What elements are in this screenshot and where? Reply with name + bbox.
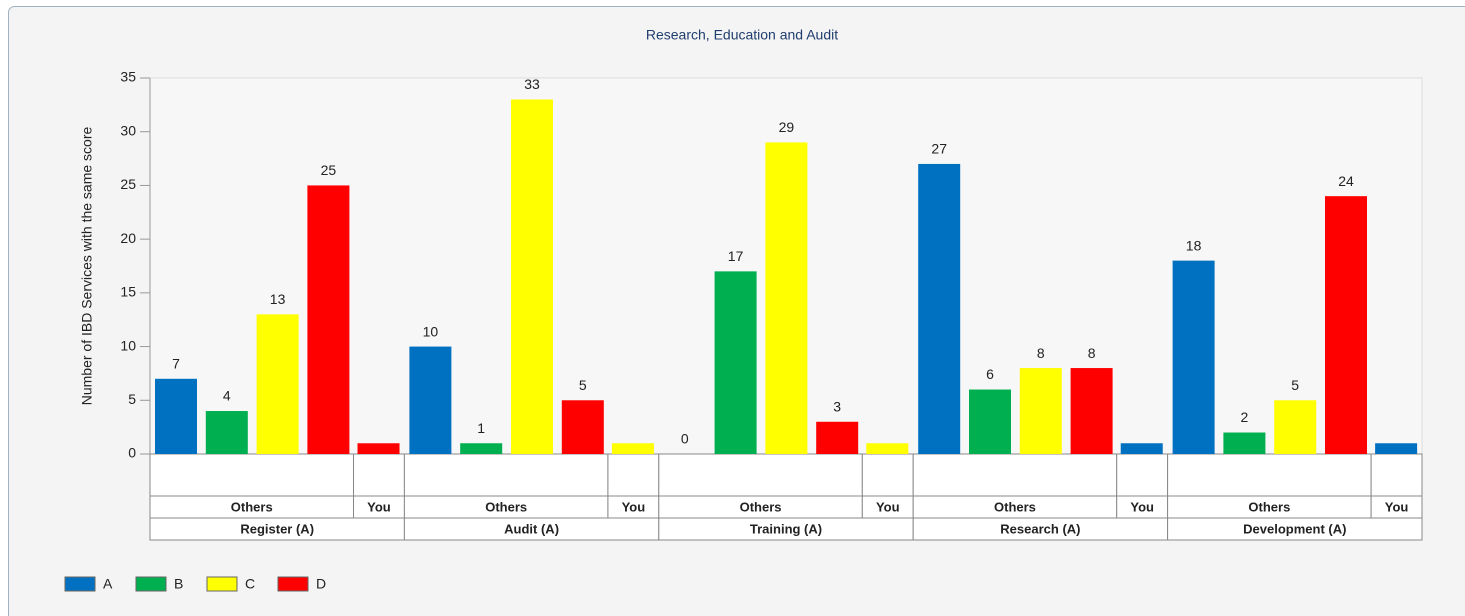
sub-category-label: Others — [231, 499, 273, 514]
data-label: 1 — [477, 420, 485, 436]
bar — [256, 314, 299, 454]
table-cell — [658, 453, 863, 497]
category-label: Training (A) — [750, 521, 822, 536]
legend-label: D — [316, 576, 326, 592]
y-tick-label: 10 — [120, 337, 136, 353]
y-tick-label: 20 — [120, 230, 136, 246]
legend-swatch — [135, 576, 167, 592]
table-cell — [861, 453, 914, 497]
data-label: 24 — [1338, 173, 1354, 189]
category-label: Audit (A) — [504, 521, 559, 536]
bar — [1325, 196, 1367, 454]
bar — [918, 163, 961, 454]
table-cell — [403, 453, 609, 497]
bar — [460, 443, 503, 454]
bar — [357, 443, 400, 454]
category-label: Development (A) — [1243, 521, 1346, 536]
bar — [1172, 260, 1215, 454]
data-label: 33 — [524, 76, 540, 92]
data-label: 17 — [728, 248, 744, 264]
sub-category-label: Others — [740, 499, 782, 514]
y-tick-label: 0 — [128, 445, 136, 461]
bar — [155, 378, 197, 454]
chart-title: Research, Education and Audit — [646, 27, 838, 43]
data-label: 8 — [1037, 345, 1045, 361]
legend-label: B — [174, 576, 183, 592]
sub-category-label: You — [876, 499, 900, 514]
data-label: 13 — [270, 291, 286, 307]
data-label: 10 — [423, 323, 439, 339]
legend-label: A — [103, 576, 113, 592]
bar — [816, 421, 859, 454]
bar — [1019, 368, 1062, 454]
data-label: 27 — [931, 141, 947, 157]
data-label: 2 — [1241, 409, 1249, 425]
sub-category-label: Others — [994, 499, 1036, 514]
category-label: Research (A) — [1000, 521, 1080, 536]
data-label: 5 — [1291, 377, 1299, 393]
bar — [611, 443, 654, 454]
table-cell — [1370, 453, 1423, 497]
data-label: 8 — [1088, 345, 1096, 361]
table-cell — [912, 453, 1118, 497]
y-axis-label: Number of IBD Services with the same sco… — [79, 127, 95, 406]
sub-category-label: You — [1385, 499, 1409, 514]
bar — [1070, 368, 1113, 454]
bar — [409, 346, 452, 454]
legend-swatch — [64, 576, 96, 592]
table-cell — [353, 453, 405, 497]
y-tick-label: 25 — [120, 176, 136, 192]
y-tick-label: 5 — [128, 391, 136, 407]
bar — [1120, 443, 1163, 454]
data-label: 29 — [779, 119, 795, 135]
table-cell — [1167, 517, 1423, 541]
table-cell — [607, 453, 660, 497]
data-label: 0 — [681, 431, 689, 447]
category-label: Register (A) — [240, 521, 314, 536]
legend-swatch — [277, 576, 309, 592]
sub-category-label: Others — [1248, 499, 1290, 514]
sub-category-label: You — [1130, 499, 1154, 514]
data-label: 18 — [1186, 237, 1202, 253]
table-cell — [1116, 453, 1169, 497]
sub-category-label: You — [622, 499, 646, 514]
table-cell — [149, 453, 355, 497]
legend-label: C — [245, 576, 255, 592]
bar — [714, 271, 757, 454]
bar — [765, 142, 808, 454]
bar — [1223, 432, 1266, 454]
bar — [307, 185, 350, 454]
bar — [969, 389, 1011, 454]
data-label: 6 — [986, 366, 994, 382]
data-label: 4 — [223, 388, 231, 404]
legend-swatch — [206, 576, 238, 592]
data-label: 3 — [833, 398, 841, 414]
bar — [1375, 443, 1418, 454]
y-tick-label: 35 — [120, 69, 136, 85]
sub-category-label: You — [367, 499, 391, 514]
bar — [866, 443, 909, 454]
sub-category-label: Others — [485, 499, 527, 514]
bar — [1274, 400, 1317, 454]
y-tick-label: 15 — [120, 284, 136, 300]
bar — [561, 400, 604, 454]
data-label: 7 — [172, 356, 180, 372]
data-label: 25 — [321, 162, 337, 178]
y-tick-label: 30 — [120, 122, 136, 138]
table-cell — [1167, 453, 1372, 497]
data-label: 5 — [579, 377, 587, 393]
bar — [205, 411, 248, 454]
bar — [511, 99, 553, 454]
